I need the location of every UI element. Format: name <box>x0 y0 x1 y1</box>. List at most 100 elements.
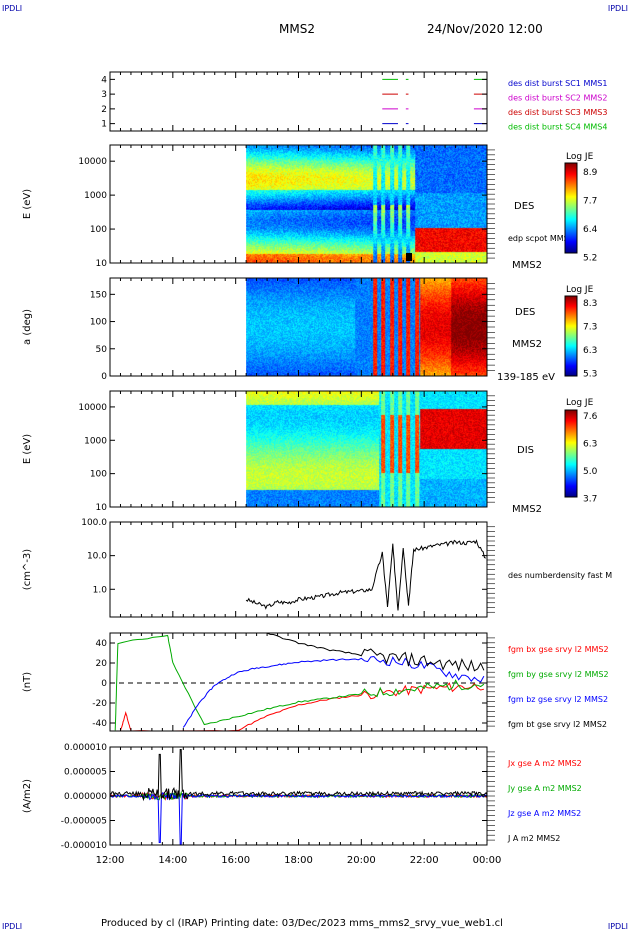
current-ytick-label: 0.000010 <box>64 743 107 753</box>
legend-sc1-mms1: des dist burst SC1 MMS1 <box>508 79 607 88</box>
des-pitch-ytick-label: 100 <box>90 318 107 328</box>
corner-logo-bl: IPDLI <box>2 922 23 931</box>
density-ytick-label: 100.0 <box>81 518 107 528</box>
legend-sc4-mms4: des dist burst SC4 MMS4 <box>508 123 607 132</box>
des-pitch-ytick-label: 150 <box>90 290 107 300</box>
dis-energy-ytick-label: 10 <box>96 503 108 513</box>
des-energy-colorbar-tick: 6.4 <box>583 225 598 235</box>
time-axis-tick-label: 12:00 <box>96 855 125 866</box>
des-pitch-colorbar <box>564 295 578 377</box>
des-energy-side-label-mms2: MMS2 <box>512 260 542 271</box>
des-pitch-colorbar-tick: 5.3 <box>583 370 597 380</box>
bfield-legend: fgm by gse srvy l2 MMS2 <box>508 670 609 679</box>
des-pitch-colorbar-tick: 8.3 <box>583 299 597 309</box>
footer-credit: Produced by cl (IRAP) Printing date: 03/… <box>101 918 503 929</box>
des-energy-side-label-des: DES <box>514 201 534 212</box>
current-ytick-label: 0.000005 <box>64 768 107 778</box>
des-energy-colorbar-tick: 5.2 <box>583 254 597 264</box>
legend-sc3-mms3: des dist burst SC3 MMS3 <box>508 108 607 117</box>
des-pitch-ylabel: a (deg) <box>22 309 33 345</box>
time-axis-tick-label: 14:00 <box>158 855 187 866</box>
des-pitch-side-label-des: DES <box>515 307 535 318</box>
bfield-legend: fgm bx gse srvy l2 MMS2 <box>508 645 609 654</box>
time-axis-tick-label: 16:00 <box>221 855 250 866</box>
dis-energy-colorbar-tick: 6.3 <box>583 440 597 450</box>
dis-energy-ylabel: E (eV) <box>22 434 33 464</box>
current-legend: Jx gse A m2 MMS2 <box>507 759 582 768</box>
bfield-series-line <box>266 632 485 672</box>
bfield-ytick-label: 40 <box>96 639 108 649</box>
bfield-series-line <box>114 634 485 731</box>
des-energy-side-label-scpot: edp scpot MMS2 <box>508 234 574 243</box>
dis-energy-heatmap-image <box>246 391 488 507</box>
bfield-ytick-label: -20 <box>92 699 107 709</box>
corner-logo-tr: IPDLI <box>607 4 628 13</box>
bfield-frame <box>109 632 488 732</box>
des-pitch-colorbar-tick: 7.3 <box>583 323 597 333</box>
des-energy-colorbar-tick: 8.9 <box>583 168 598 178</box>
density-ylabel: (cm^-3) <box>22 549 33 590</box>
density-ytick-label: 1.0 <box>93 585 108 595</box>
corner-logo-tl: IPDLI <box>2 4 23 13</box>
des-pitch-colorbar-title: Log JE <box>566 285 594 295</box>
bfield-ytick-label: 20 <box>96 659 108 669</box>
burst-ytick-label: 2 <box>101 105 107 115</box>
des-energy-colorbar-title: Log JE <box>566 152 594 162</box>
bfield-legend: fgm bt gse srvy l2 MMS2 <box>508 720 607 729</box>
plot-title: MMS2 <box>279 22 315 36</box>
dis-energy-ytick-label: 100 <box>90 470 107 480</box>
current-ylabel: (A/m2) <box>22 779 33 813</box>
density-ytick-label: 10.0 <box>87 552 107 562</box>
density-frame <box>109 521 488 618</box>
time-axis-tick-label: 22:00 <box>410 855 439 866</box>
density-series-line <box>245 539 486 611</box>
des-energy-heatmap-image <box>246 145 488 263</box>
dis-energy-side-label-mms2: MMS2 <box>512 504 542 515</box>
bfield-ylabel: (nT) <box>22 672 33 692</box>
des-energy-colorbar-tick: 7.7 <box>583 197 597 207</box>
des-pitch-heatmap-image <box>246 278 488 376</box>
current-series-line <box>109 792 488 846</box>
des-energy-ytick-label: 10 <box>96 259 108 269</box>
dis-energy-colorbar-tick: 7.6 <box>583 412 598 422</box>
time-axis-tick-label: 18:00 <box>284 855 313 866</box>
dis-energy-colorbar-tick: 5.0 <box>583 467 598 477</box>
des-energy-ytick-label: 100 <box>90 225 107 235</box>
current-ytick-label: 0.000000 <box>64 792 107 802</box>
burst-panel-frame <box>109 71 488 132</box>
current-legend: Jz gse A m2 MMS2 <box>507 809 581 818</box>
current-ytick-label: -0.000010 <box>61 841 107 851</box>
dis-energy-colorbar-tick: 3.7 <box>583 495 597 505</box>
bfield-ytick-label: 0 <box>101 679 107 689</box>
des-pitch-ytick-label: 0 <box>101 372 107 382</box>
des-pitch-side-label-energy: 139-185 eV <box>497 372 555 383</box>
burst-ytick-label: 1 <box>101 120 107 130</box>
bfield-ytick-label: -40 <box>92 719 107 729</box>
legend-sc2-mms2: des dist burst SC2 MMS2 <box>508 94 607 103</box>
bfield-series-line <box>120 682 485 732</box>
time-axis-tick-label: 20:00 <box>347 855 376 866</box>
current-series-line <box>109 749 488 802</box>
dis-energy-ytick-label: 1000 <box>84 436 107 446</box>
dis-energy-colorbar-title: Log JE <box>566 398 594 408</box>
dis-energy-colorbar <box>564 409 578 498</box>
burst-ytick-label: 3 <box>101 90 107 100</box>
des-pitch-side-label-mms2: MMS2 <box>512 339 542 350</box>
current-ytick-label: -0.000005 <box>61 817 107 827</box>
scpot-marker <box>406 253 412 261</box>
current-legend: Jy gse A m2 MMS2 <box>507 784 582 793</box>
des-pitch-ytick-label: 50 <box>96 345 108 355</box>
corner-logo-br: IPDLI <box>607 922 628 931</box>
bfield-series-line <box>182 655 485 728</box>
bfield-legend: fgm bz gse srvy l2 MMS2 <box>508 695 608 704</box>
current-legend: J A m2 MMS2 <box>507 834 560 843</box>
des-energy-colorbar <box>564 162 578 254</box>
des-energy-ytick-label: 10000 <box>78 157 107 167</box>
burst-ytick-label: 4 <box>101 75 107 85</box>
plot-datetime: 24/Nov/2020 12:00 <box>427 22 543 36</box>
dis-energy-ytick-label: 10000 <box>78 403 107 413</box>
time-axis-tick-label: 00:00 <box>473 855 502 866</box>
density-legend: des numberdensity fast M <box>508 571 612 580</box>
des-energy-ytick-label: 1000 <box>84 191 107 201</box>
